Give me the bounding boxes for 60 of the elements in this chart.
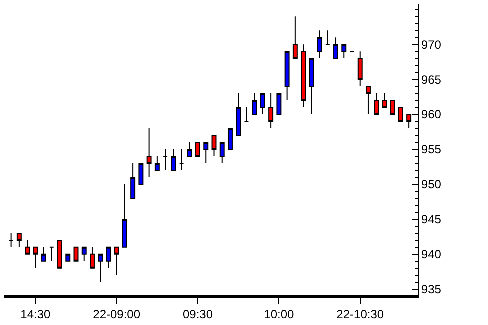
- candlestick: [334, 37, 338, 60]
- x-tick-label: 10:00: [264, 307, 295, 322]
- candlestick: [114, 246, 120, 276]
- candlestick: [171, 149, 176, 171]
- candlestick: [292, 16, 298, 60]
- candlestick: [163, 149, 168, 171]
- candlestick: [309, 58, 314, 116]
- candlestick: [244, 107, 250, 122]
- y-tick-label: 950: [421, 178, 442, 192]
- candlestick: [8, 232, 14, 248]
- candlestick: [187, 142, 192, 157]
- x-tick-label: 09:30: [182, 307, 214, 322]
- y-tick-label: 945: [421, 212, 442, 227]
- y-tick-label: 960: [421, 108, 442, 122]
- candlestick: [382, 93, 388, 108]
- candlestick: [301, 44, 306, 108]
- candlestick: [90, 246, 95, 269]
- candlestick: [58, 240, 62, 269]
- candlestick: [25, 240, 30, 255]
- candlestick: [98, 254, 104, 283]
- x-tick-label: 22-09:00: [93, 307, 141, 322]
- candlestick: [212, 135, 217, 157]
- candlestick: [196, 142, 200, 157]
- candlestick: [179, 149, 184, 171]
- candlestick: [122, 184, 128, 248]
- candlestick: [325, 30, 330, 46]
- candlestick: [317, 30, 322, 60]
- candlestick: [82, 246, 87, 262]
- candlestick: [276, 93, 282, 116]
- candlestick: [146, 128, 152, 178]
- candlestick: [342, 44, 347, 60]
- candlestick: [374, 93, 380, 116]
- y-tick-label: 970: [421, 38, 442, 52]
- candlestick: [398, 107, 404, 122]
- candlestick: [366, 86, 371, 116]
- candlestick: [204, 142, 209, 164]
- candlestick: [33, 246, 38, 269]
- x-tick-label: 14:30: [20, 307, 51, 322]
- candlestick: [228, 128, 233, 150]
- y-tick-label: 940: [421, 248, 442, 262]
- y-tick-label: 935: [421, 282, 442, 297]
- candlestick: [252, 93, 258, 116]
- candlestick: [16, 232, 22, 248]
- candlestick: [41, 246, 46, 262]
- candlestick: [236, 93, 242, 136]
- candlestick: [138, 162, 144, 185]
- candlestick: [106, 246, 112, 269]
- candlestick: [260, 93, 266, 116]
- candlestick: [268, 93, 274, 130]
- candlestick: [358, 51, 363, 88]
- candlestick: [390, 100, 396, 116]
- x-tick-label: 22-10:30: [336, 307, 384, 322]
- candlestick: [284, 51, 290, 102]
- candlestick: [66, 254, 71, 262]
- candlestick: [130, 162, 136, 199]
- candlestick: [220, 142, 225, 164]
- y-tick-label: 955: [421, 142, 442, 157]
- candlestick: [49, 246, 54, 262]
- candlestick: [154, 156, 160, 171]
- y-tick-label: 965: [421, 72, 442, 87]
